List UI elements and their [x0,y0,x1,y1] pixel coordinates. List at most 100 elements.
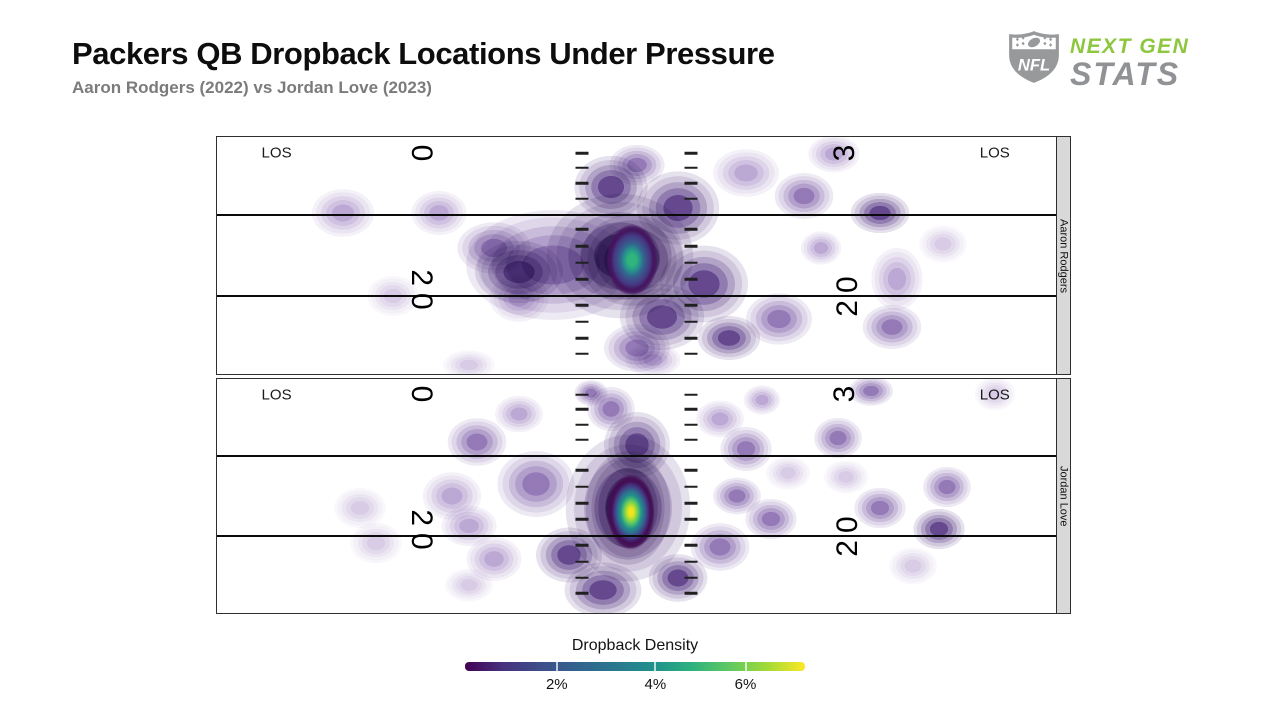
hash-mark [684,423,698,426]
legend-tick [555,662,558,671]
density-blob [799,230,844,267]
legend-tick-label: 2% [545,676,568,693]
legend-tick [654,662,657,671]
hash-mark [684,543,698,547]
density-blob [920,464,973,509]
hash-mark [684,469,698,472]
panel-label-strip-rodgers: Aaron Rodgers [1056,136,1071,375]
hash-mark [684,438,698,442]
hash-mark [684,485,698,488]
yard-number: 20 [404,269,438,318]
legend-colorbar [465,662,805,671]
hash-mark [575,166,589,170]
hash-mark [575,591,589,595]
density-blob [868,245,925,314]
hash-mark [684,304,698,307]
hash-mark [684,277,698,281]
yard-number: 0 [404,386,438,403]
yard-number: 0 [404,144,438,161]
panel-label-love: Jordan Love [1057,465,1070,527]
hash-mark [575,543,589,547]
yard-number: 20 [830,509,864,558]
density-blob [606,474,655,551]
density-blob [606,224,659,297]
density-blob [623,341,684,374]
density-blob [805,137,862,174]
logo-stats-text: STATS [1070,56,1181,92]
density-blob [409,188,470,237]
nextgen-stats-logo: NFL NEXT GEN STATS [1006,30,1189,90]
hash-mark [575,304,589,307]
hash-mark [575,576,589,580]
hash-mark [575,181,589,185]
hash-mark [575,277,589,281]
density-blob [742,384,783,417]
hash-mark [575,320,589,324]
density-blob [847,190,912,235]
yard-line [217,214,1056,217]
los-label: LOS [979,144,1010,162]
legend-title: Dropback Density [571,637,699,654]
density-blob [811,415,864,460]
hash-mark [575,560,589,563]
yard-number: 3 [828,144,862,161]
hash-mark [684,518,698,521]
density-blob [308,186,377,239]
hash-mark [684,228,698,231]
los-label: LOS [261,386,292,404]
hash-mark [575,469,589,472]
density-blob [440,348,497,374]
yard-number: 20 [404,509,438,558]
hash-mark [684,151,698,155]
nfl-shield-text: NFL [1018,55,1050,74]
density-blob [688,521,753,574]
hash-mark [684,591,698,595]
yard-line [217,455,1056,458]
hash-mark [575,393,589,397]
hash-mark [575,408,589,411]
density-blob [972,379,1017,412]
logo-nextgen-text: NEXT GEN [1070,35,1190,58]
hash-mark [684,197,698,200]
density-blob [442,566,495,603]
density-blob [573,379,610,408]
legend-tick-label: 4% [644,676,667,693]
density-blob [487,272,552,325]
legend-tick [744,662,747,671]
hash-mark [684,560,698,563]
hash-mark [684,352,698,356]
yard-line [217,294,1056,297]
yard-number: 20 [830,269,864,318]
hash-mark [684,408,698,411]
density-blob [709,146,782,199]
hash-mark [684,576,698,580]
density-blob [772,171,837,222]
hash-mark [684,337,698,340]
yard-line [217,534,1056,537]
hash-mark [575,151,589,155]
logo-wordmark: NEXT GEN STATS [1070,30,1189,90]
density-blob [348,520,405,565]
los-label: LOS [979,386,1010,404]
hash-mark [575,423,589,426]
density-blob [763,454,812,491]
density-blob [742,497,799,542]
hash-mark [575,518,589,521]
hash-mark [684,244,698,248]
density-blob [493,394,546,435]
density-blob [910,506,967,551]
density-blob [743,291,816,348]
nfl-shield-icon: NFL [1009,31,1059,83]
panel-label-strip-love: Jordan Love [1056,378,1071,614]
hash-mark [575,352,589,356]
hash-mark [575,244,589,248]
hash-mark [575,261,589,264]
hash-mark [575,228,589,231]
density-blob [493,448,578,521]
panel-label-rodgers: Aaron Rodgers [1057,218,1070,293]
hash-mark [575,337,589,340]
hash-mark [684,261,698,264]
density-blob [916,223,969,264]
hash-mark [684,181,698,185]
legend-tick-label: 6% [734,676,757,693]
